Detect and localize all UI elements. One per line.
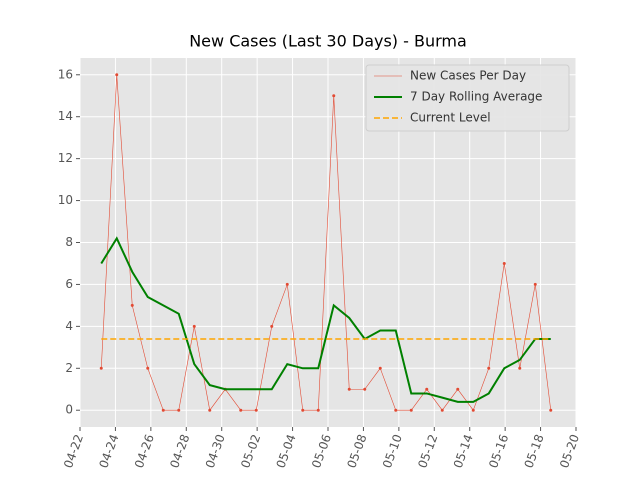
point — [254, 408, 258, 412]
y-tick-label: 8 — [65, 235, 73, 249]
point — [487, 366, 491, 370]
point — [394, 408, 398, 412]
legend-box — [365, 64, 570, 132]
x-tick-label: 05-02 — [238, 432, 263, 470]
x-tick-label: 05-10 — [380, 432, 405, 470]
y-tick-label: 6 — [65, 277, 73, 291]
marks — [99, 73, 553, 412]
point — [316, 408, 320, 412]
x-tick-label: 05-20 — [557, 432, 582, 470]
point — [208, 408, 212, 412]
point — [301, 408, 305, 412]
point — [177, 408, 181, 412]
point — [425, 387, 429, 391]
x-tick-label: 04-28 — [167, 432, 192, 470]
point — [270, 324, 274, 328]
series-line — [100, 74, 552, 411]
chart-title: New Cases (Last 30 Days) - Burma — [189, 32, 467, 51]
point — [239, 408, 243, 412]
point — [363, 387, 367, 391]
x-tick-label: 05-06 — [309, 432, 334, 470]
point — [471, 408, 475, 412]
x-tick-label: 04-22 — [61, 432, 86, 470]
point — [518, 366, 522, 370]
point — [549, 408, 553, 412]
point — [130, 303, 134, 307]
point — [146, 366, 150, 370]
legend-label: 7 Day Rolling Average — [410, 90, 542, 104]
x-tick-label: 05-16 — [486, 432, 511, 470]
point — [161, 408, 165, 412]
point — [347, 387, 351, 391]
x-tick-label: 05-08 — [344, 432, 369, 470]
x-tick-label: 05-12 — [415, 432, 440, 470]
y-tick-label: 4 — [65, 319, 73, 333]
y-tick-label: 2 — [65, 361, 73, 375]
point — [332, 94, 336, 98]
point — [192, 324, 196, 328]
x-tick-label: 04-26 — [132, 432, 157, 470]
point — [115, 73, 119, 77]
legend-label: New Cases Per Day — [410, 69, 526, 83]
point — [456, 387, 460, 391]
x-tick-label: 05-04 — [274, 432, 299, 470]
point — [285, 282, 289, 286]
x-tick-label: 04-24 — [96, 432, 121, 470]
point — [533, 282, 537, 286]
x-tick-label: 04-30 — [203, 432, 228, 470]
point — [409, 408, 413, 412]
y-tick-label: 12 — [58, 151, 73, 165]
y-tick-label: 0 — [65, 403, 73, 417]
y-tick-label: 10 — [58, 193, 73, 207]
x-tick-label: 05-14 — [451, 432, 476, 470]
legend-label: Current Level — [410, 111, 491, 125]
series-line — [100, 236, 551, 403]
point — [99, 366, 103, 370]
y-tick-label: 16 — [58, 67, 73, 81]
point — [378, 366, 382, 370]
point — [502, 261, 506, 265]
point — [440, 408, 444, 412]
y-tick-label: 14 — [58, 109, 73, 123]
x-tick-label: 05-18 — [522, 432, 547, 470]
